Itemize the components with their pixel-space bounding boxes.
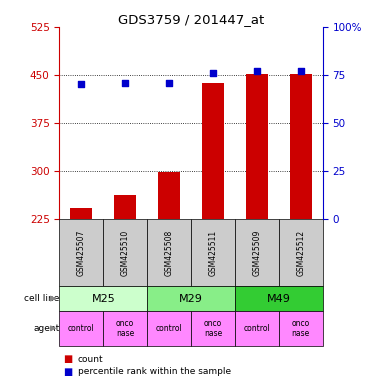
Text: ■: ■ bbox=[63, 367, 72, 377]
Text: GSM425512: GSM425512 bbox=[296, 229, 305, 276]
Text: M29: M29 bbox=[179, 293, 203, 304]
Bar bbox=[191, 219, 235, 286]
Bar bbox=[202, 83, 224, 219]
Text: onco
nase: onco nase bbox=[204, 319, 222, 338]
Text: M25: M25 bbox=[91, 293, 115, 304]
Bar bbox=[147, 219, 191, 286]
Bar bbox=[235, 311, 279, 346]
Bar bbox=[59, 286, 147, 311]
Title: GDS3759 / 201447_at: GDS3759 / 201447_at bbox=[118, 13, 264, 26]
Bar bbox=[279, 219, 323, 286]
Bar bbox=[70, 208, 92, 219]
Bar bbox=[279, 311, 323, 346]
Text: control: control bbox=[243, 324, 270, 333]
Bar bbox=[235, 219, 279, 286]
Text: cell line: cell line bbox=[24, 294, 59, 303]
Text: GSM425511: GSM425511 bbox=[209, 229, 217, 276]
Bar bbox=[158, 172, 180, 219]
Point bbox=[254, 68, 260, 74]
Bar bbox=[147, 311, 191, 346]
Bar bbox=[103, 311, 147, 346]
Text: percentile rank within the sample: percentile rank within the sample bbox=[78, 367, 231, 376]
Bar bbox=[59, 219, 103, 286]
Bar bbox=[290, 74, 312, 219]
Point bbox=[210, 70, 216, 76]
Bar bbox=[147, 286, 235, 311]
Bar bbox=[235, 286, 323, 311]
Text: count: count bbox=[78, 354, 104, 364]
Bar bbox=[191, 311, 235, 346]
Text: ■: ■ bbox=[63, 354, 72, 364]
Bar bbox=[103, 219, 147, 286]
Bar bbox=[114, 195, 136, 219]
Text: M49: M49 bbox=[267, 293, 291, 304]
Text: GSM425507: GSM425507 bbox=[77, 229, 86, 276]
Bar bbox=[246, 74, 268, 219]
Text: GSM425508: GSM425508 bbox=[165, 229, 174, 276]
Point bbox=[166, 79, 172, 86]
Text: onco
nase: onco nase bbox=[292, 319, 310, 338]
Text: onco
nase: onco nase bbox=[116, 319, 134, 338]
Text: GSM425510: GSM425510 bbox=[121, 229, 130, 276]
Text: GSM425509: GSM425509 bbox=[252, 229, 262, 276]
Point bbox=[78, 81, 84, 88]
Text: agent: agent bbox=[33, 324, 59, 333]
Text: control: control bbox=[156, 324, 183, 333]
Point bbox=[298, 68, 304, 74]
Text: control: control bbox=[68, 324, 95, 333]
Bar bbox=[59, 311, 103, 346]
Point bbox=[122, 79, 128, 86]
